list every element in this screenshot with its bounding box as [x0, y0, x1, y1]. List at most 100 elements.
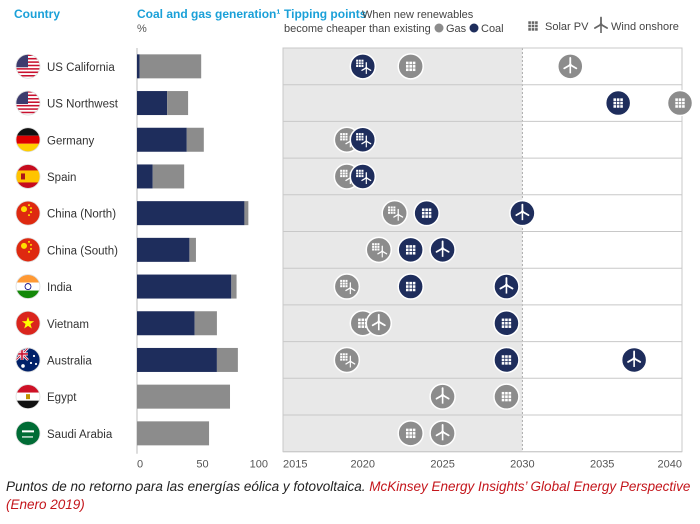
flag-icon-spain: [15, 164, 41, 189]
coal-bar: [137, 347, 217, 372]
country-label: US Northwest: [47, 99, 119, 111]
tipping-point-pair-coal: [349, 163, 377, 190]
gas-bar: [189, 237, 196, 262]
gas-bar: [244, 201, 249, 226]
country-row-saudi-arabia: Saudi Arabia: [15, 420, 456, 447]
coal-bar: [137, 201, 245, 226]
year-axis: 2015 2020 2025 2030 2035 2040: [283, 459, 682, 471]
generation-axis: 0 50 100: [137, 459, 268, 471]
country-label: China (North): [47, 209, 116, 221]
flag-icon-us-northwest: [15, 90, 41, 116]
flag-icon-india: [15, 274, 41, 299]
tipping-point-gas-solar: [493, 383, 520, 410]
country-row-germany: Germany: [15, 126, 377, 153]
legend-gas-dot: [434, 23, 444, 33]
country-rows: US California US Northwest Germany Spain Chi…: [15, 53, 694, 447]
tipping-point-pair-coal: [349, 53, 377, 80]
coal-bar: [137, 127, 187, 152]
gas-bar: [231, 274, 237, 299]
country-label: Spain: [47, 172, 76, 184]
gas-bar: [216, 347, 238, 372]
tipping-title: Tipping points: [284, 7, 367, 21]
legend-coal-dot: [469, 23, 479, 33]
country-row-spain: Spain: [15, 163, 377, 190]
tipping-point-pair-gas: [381, 199, 408, 227]
caption-source: McKinsey Energy Insights’ Global Energy …: [6, 479, 691, 512]
coal-bar: [137, 54, 140, 79]
bar-tick-label: 50: [196, 459, 208, 471]
country-label: Saudi Arabia: [47, 429, 113, 441]
legend-gas-label: Gas: [446, 23, 467, 35]
country-label: India: [47, 282, 73, 294]
flag-icon-germany: [15, 127, 41, 153]
tipping-desc-2: become cheaper than existing: [284, 23, 431, 35]
legend-coal-label: Coal: [481, 23, 504, 35]
year-tick-label: 2015: [283, 459, 307, 471]
bar-tick-label: 100: [250, 459, 268, 471]
tipping-point-gas-wind: [365, 310, 393, 337]
coal-bar: [137, 274, 232, 299]
tipping-point-pair-gas: [333, 346, 361, 374]
flag-icon-china-north: [15, 200, 41, 226]
tipping-point-coal-solar: [397, 236, 424, 264]
country-label: Egypt: [47, 392, 77, 404]
tipping-point-pair-coal: [349, 126, 377, 153]
gas-bar: [139, 54, 202, 79]
country-row-china-north: China (North): [15, 199, 536, 227]
year-tick-label: 2025: [430, 459, 454, 471]
country-label: China (South): [47, 245, 118, 257]
flag-icon-saudi-arabia: [15, 420, 41, 446]
year-tick-label: 2040: [658, 459, 682, 471]
bar-tick-label: 0: [137, 459, 143, 471]
generation-unit: %: [137, 23, 147, 35]
tipping-point-coal-solar: [413, 199, 440, 227]
country-row-vietnam: Vietnam: [15, 310, 520, 337]
flag-icon-vietnam: [15, 310, 41, 336]
coal-bar: [137, 237, 190, 262]
tipping-point-coal-solar: [493, 310, 520, 337]
legend-solar-label: Solar PV: [545, 21, 589, 33]
figure-caption: Puntos de no retorno para las energías e…: [6, 478, 694, 514]
country-row-china-south: China (South): [15, 236, 456, 264]
year-tick-label: 2030: [510, 459, 534, 471]
tipping-point-gas-wind: [557, 53, 584, 80]
coal-bar: [137, 91, 168, 116]
coal-bar: [137, 311, 195, 336]
tipping-desc-1: When new renewables: [362, 9, 474, 21]
gas-bar: [167, 91, 189, 116]
gas-bar: [194, 311, 217, 336]
tipping-point-pair-gas: [365, 236, 393, 264]
flag-icon-australia: [15, 347, 41, 373]
tipping-point-gas-solar: [397, 420, 424, 447]
gas-bar: [186, 127, 204, 152]
country-row-egypt: Egypt: [15, 383, 520, 410]
tipping-points-figure: Country Coal and gas generation¹ % Tippi…: [14, 7, 694, 471]
country-row-us-california: US California: [15, 53, 584, 80]
tipping-point-gas-wind: [429, 420, 456, 447]
country-header: Country: [14, 7, 60, 21]
tipping-point-gas-solar: [666, 89, 694, 117]
tipping-point-coal-wind: [493, 273, 520, 300]
tipping-point-coal-wind: [620, 346, 648, 374]
tipping-point-gas-solar: [397, 53, 424, 80]
flag-icon-us-california: [15, 53, 41, 79]
coal-bar: [137, 164, 153, 189]
generation-title: Coal and gas generation¹: [137, 7, 280, 21]
legend-wind-label: Wind onshore: [611, 21, 679, 33]
flag-icon-egypt: [15, 384, 41, 410]
legend-solar-pv-icon: [528, 21, 538, 31]
tipping-point-gas-wind: [429, 383, 456, 410]
tipping-point-coal-solar: [397, 273, 424, 300]
country-label: Australia: [47, 355, 92, 367]
tipping-point-coal-wind: [509, 199, 536, 227]
tipping-point-coal-wind: [429, 236, 456, 264]
country-row-australia: Australia: [15, 346, 648, 374]
year-tick-label: 2035: [590, 459, 614, 471]
gas-bar: [152, 164, 185, 189]
caption-text: Puntos de no retorno para las energías e…: [6, 479, 370, 494]
flag-icon-china-south: [15, 237, 41, 263]
tipping-point-coal-solar: [604, 89, 632, 117]
gas-bar: [137, 384, 231, 409]
country-row-india: India: [15, 273, 520, 300]
gas-bar: [137, 421, 210, 446]
